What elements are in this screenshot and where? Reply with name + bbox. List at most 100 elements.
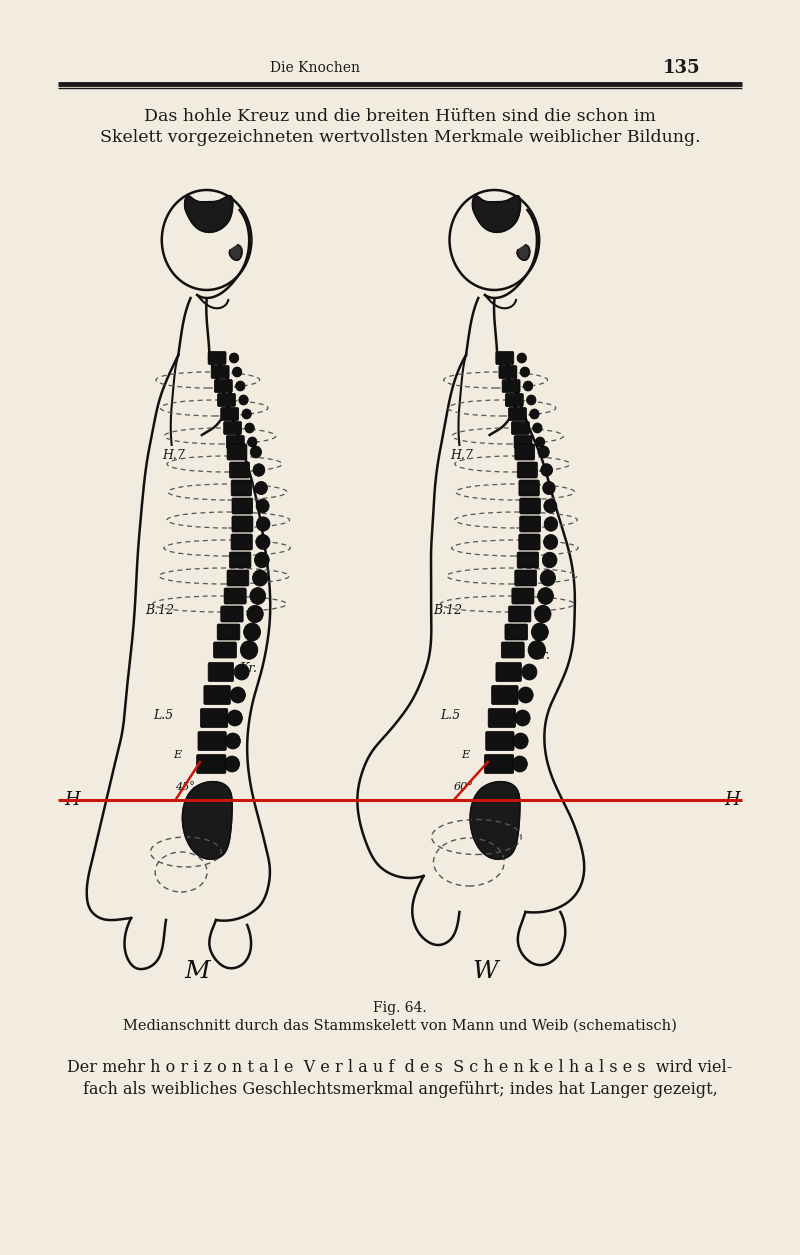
Text: L.5: L.5 [441,709,461,722]
Text: L.5: L.5 [153,709,173,722]
Text: E: E [174,750,182,761]
Circle shape [538,446,550,458]
Text: W: W [472,960,498,983]
Circle shape [528,641,546,659]
Circle shape [250,587,266,605]
FancyBboxPatch shape [230,462,250,478]
FancyBboxPatch shape [221,408,238,420]
FancyBboxPatch shape [514,435,532,448]
FancyBboxPatch shape [224,589,246,604]
Circle shape [512,756,527,772]
Text: Das hohle Kreuz und die breiten Hüften sind die schon im: Das hohle Kreuz und die breiten Hüften s… [144,108,656,124]
Circle shape [256,517,270,531]
Circle shape [247,605,263,622]
Circle shape [250,446,262,458]
Circle shape [522,664,537,680]
FancyBboxPatch shape [509,408,526,420]
FancyBboxPatch shape [231,479,251,496]
Text: 60°: 60° [454,782,474,792]
Circle shape [253,463,265,477]
Circle shape [253,570,268,586]
Text: fach als weibliches Geschlechtsmerkmal angeführt; indes hat Langer gezeigt,: fach als weibliches Geschlechtsmerkmal a… [82,1082,718,1098]
FancyBboxPatch shape [514,570,537,586]
FancyBboxPatch shape [214,379,232,393]
Polygon shape [470,782,520,860]
FancyBboxPatch shape [231,533,252,550]
FancyBboxPatch shape [519,533,540,550]
Circle shape [245,423,254,433]
Text: H: H [64,791,79,809]
Text: Die Knochen: Die Knochen [270,61,360,75]
FancyBboxPatch shape [496,663,522,681]
Circle shape [239,395,248,405]
Text: M: M [184,960,210,983]
Circle shape [533,423,542,433]
Circle shape [255,482,267,494]
Circle shape [523,382,533,392]
Polygon shape [185,196,233,232]
Circle shape [247,437,257,447]
Circle shape [244,622,261,641]
Polygon shape [230,245,242,260]
Text: Fig. 64.: Fig. 64. [373,1001,427,1015]
FancyBboxPatch shape [208,351,226,364]
Text: H.7: H.7 [162,448,185,462]
FancyBboxPatch shape [217,624,240,640]
FancyBboxPatch shape [520,516,541,532]
Circle shape [256,499,269,513]
Circle shape [526,395,536,405]
Circle shape [225,756,239,772]
FancyBboxPatch shape [502,643,524,658]
Text: B.12: B.12 [146,604,174,616]
Text: Der mehr h o r i z o n t a l e  V e r l a u f  d e s  S c h e n k e l h a l s e : Der mehr h o r i z o n t a l e V e r l a… [67,1059,733,1077]
Circle shape [542,552,557,567]
FancyBboxPatch shape [506,394,523,407]
FancyBboxPatch shape [230,552,251,569]
FancyBboxPatch shape [518,462,538,478]
Circle shape [530,409,539,419]
FancyBboxPatch shape [224,422,242,434]
FancyBboxPatch shape [218,394,235,407]
Circle shape [513,733,528,749]
FancyBboxPatch shape [517,552,538,569]
Text: E: E [462,750,470,761]
Circle shape [517,353,526,363]
FancyBboxPatch shape [496,351,514,364]
Text: 45°: 45° [175,782,195,792]
FancyBboxPatch shape [485,754,514,773]
FancyBboxPatch shape [520,498,541,515]
FancyBboxPatch shape [226,435,244,448]
Circle shape [230,686,246,703]
FancyBboxPatch shape [505,624,527,640]
Circle shape [544,517,558,531]
Circle shape [538,587,554,605]
Circle shape [520,366,530,376]
Circle shape [515,710,530,725]
Circle shape [543,535,558,550]
FancyBboxPatch shape [488,709,515,728]
Text: 135: 135 [662,59,700,77]
Circle shape [518,686,533,703]
Circle shape [242,409,251,419]
FancyBboxPatch shape [214,643,237,658]
Circle shape [542,482,555,494]
FancyBboxPatch shape [204,685,230,704]
FancyBboxPatch shape [197,754,226,773]
Circle shape [234,664,250,680]
FancyBboxPatch shape [515,444,534,461]
Circle shape [531,622,548,641]
FancyBboxPatch shape [232,498,253,515]
FancyBboxPatch shape [227,444,247,461]
FancyBboxPatch shape [221,606,243,622]
FancyBboxPatch shape [509,606,531,622]
FancyBboxPatch shape [502,379,520,393]
Circle shape [540,570,555,586]
Text: B.12: B.12 [433,604,462,616]
FancyBboxPatch shape [201,709,228,728]
FancyBboxPatch shape [211,365,229,379]
Polygon shape [182,782,232,860]
Polygon shape [473,196,520,232]
Text: H.7: H.7 [450,448,473,462]
Text: H: H [724,791,740,809]
FancyBboxPatch shape [499,365,517,379]
